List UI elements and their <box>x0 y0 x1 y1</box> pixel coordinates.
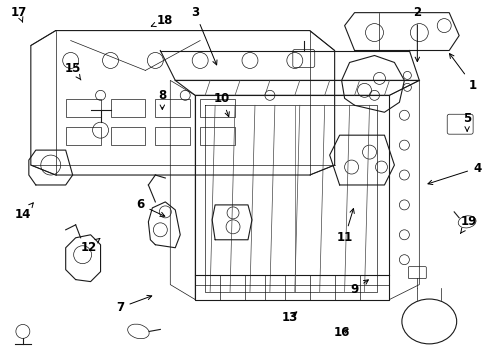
Text: 8: 8 <box>158 89 166 109</box>
Text: 17: 17 <box>11 6 27 22</box>
Text: 1: 1 <box>448 54 476 92</box>
Text: 9: 9 <box>350 280 367 296</box>
Text: 6: 6 <box>136 198 164 216</box>
Text: 18: 18 <box>151 14 173 27</box>
Text: 2: 2 <box>412 6 421 62</box>
Bar <box>200 127 235 145</box>
Text: 19: 19 <box>460 215 476 233</box>
Bar <box>110 99 145 117</box>
Text: 12: 12 <box>81 238 100 254</box>
Text: 11: 11 <box>336 208 354 244</box>
Text: 10: 10 <box>214 92 230 117</box>
Text: 7: 7 <box>116 295 151 314</box>
Bar <box>65 127 101 145</box>
Bar <box>65 99 101 117</box>
Bar <box>110 127 145 145</box>
Text: 5: 5 <box>462 112 470 131</box>
Text: 3: 3 <box>191 6 217 65</box>
Bar <box>200 99 235 117</box>
Bar <box>155 99 190 117</box>
Text: 4: 4 <box>427 162 480 185</box>
Text: 14: 14 <box>15 203 33 221</box>
Text: 15: 15 <box>64 62 81 80</box>
Text: 16: 16 <box>333 326 349 339</box>
Text: 13: 13 <box>281 311 297 324</box>
Bar <box>155 127 190 145</box>
